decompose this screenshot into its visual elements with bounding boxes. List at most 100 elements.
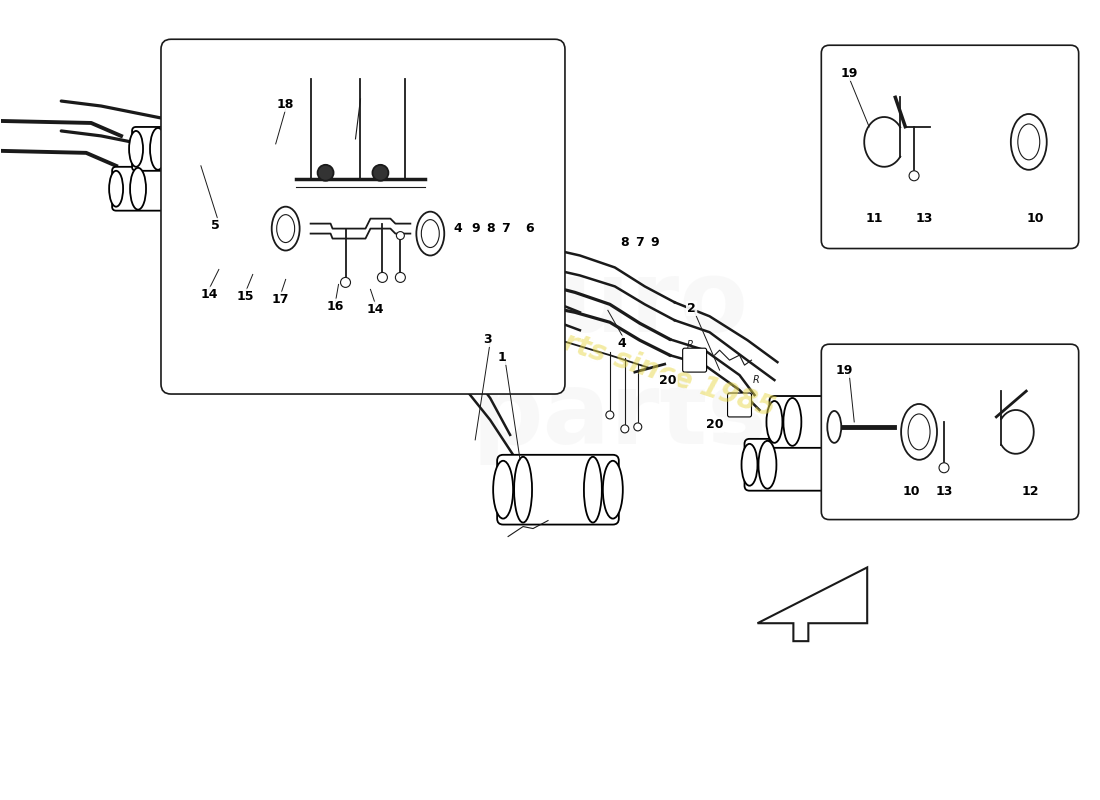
Ellipse shape bbox=[767, 401, 782, 443]
Circle shape bbox=[377, 273, 387, 282]
Ellipse shape bbox=[209, 170, 223, 206]
Text: 1: 1 bbox=[497, 350, 506, 364]
Ellipse shape bbox=[901, 404, 937, 460]
Text: 12: 12 bbox=[1022, 485, 1040, 498]
Circle shape bbox=[909, 170, 920, 181]
Ellipse shape bbox=[847, 398, 866, 446]
Polygon shape bbox=[758, 567, 867, 641]
Text: a passion for parts since 1985: a passion for parts since 1985 bbox=[321, 250, 779, 422]
Text: 13: 13 bbox=[935, 485, 953, 498]
Ellipse shape bbox=[129, 131, 143, 167]
Circle shape bbox=[478, 376, 486, 384]
Text: 18: 18 bbox=[277, 98, 295, 110]
Ellipse shape bbox=[336, 249, 350, 277]
Ellipse shape bbox=[493, 461, 513, 518]
Ellipse shape bbox=[399, 274, 414, 302]
Ellipse shape bbox=[206, 128, 222, 170]
Ellipse shape bbox=[1047, 451, 1059, 478]
Text: 8: 8 bbox=[486, 222, 495, 235]
FancyBboxPatch shape bbox=[822, 46, 1079, 249]
Ellipse shape bbox=[416, 212, 444, 255]
Circle shape bbox=[634, 423, 641, 431]
Ellipse shape bbox=[1011, 114, 1047, 170]
Ellipse shape bbox=[783, 398, 802, 446]
Ellipse shape bbox=[842, 444, 857, 486]
Ellipse shape bbox=[514, 457, 532, 522]
Ellipse shape bbox=[277, 214, 295, 242]
FancyBboxPatch shape bbox=[683, 348, 706, 372]
Text: 8: 8 bbox=[620, 236, 629, 249]
Ellipse shape bbox=[827, 411, 842, 443]
Ellipse shape bbox=[421, 220, 439, 247]
Circle shape bbox=[318, 165, 333, 181]
Text: 10: 10 bbox=[902, 485, 920, 498]
Text: 14: 14 bbox=[200, 288, 218, 301]
Text: 10: 10 bbox=[1027, 212, 1045, 225]
FancyBboxPatch shape bbox=[822, 344, 1079, 519]
Text: euro
parts: euro parts bbox=[472, 255, 768, 465]
Ellipse shape bbox=[186, 168, 202, 210]
Ellipse shape bbox=[272, 206, 299, 250]
Circle shape bbox=[463, 303, 477, 318]
Text: 7: 7 bbox=[636, 236, 645, 249]
Circle shape bbox=[466, 374, 474, 382]
FancyBboxPatch shape bbox=[727, 393, 751, 417]
Text: 3: 3 bbox=[483, 333, 492, 346]
Ellipse shape bbox=[352, 275, 364, 299]
Circle shape bbox=[939, 462, 949, 473]
Ellipse shape bbox=[412, 275, 425, 299]
Ellipse shape bbox=[866, 401, 882, 443]
Text: R: R bbox=[754, 375, 760, 385]
Circle shape bbox=[620, 425, 629, 433]
Ellipse shape bbox=[909, 414, 929, 450]
Text: 17: 17 bbox=[272, 293, 289, 306]
Ellipse shape bbox=[741, 444, 758, 486]
Ellipse shape bbox=[823, 441, 840, 489]
Text: 19: 19 bbox=[836, 364, 852, 377]
Text: 2: 2 bbox=[688, 302, 696, 315]
FancyBboxPatch shape bbox=[745, 439, 855, 490]
Text: 7: 7 bbox=[500, 222, 509, 235]
Text: 20: 20 bbox=[706, 418, 724, 431]
Text: 4: 4 bbox=[454, 222, 463, 235]
Ellipse shape bbox=[1060, 408, 1072, 436]
Text: 9: 9 bbox=[650, 236, 659, 249]
Ellipse shape bbox=[109, 170, 123, 206]
FancyBboxPatch shape bbox=[112, 167, 220, 210]
Text: 15: 15 bbox=[236, 290, 254, 303]
FancyBboxPatch shape bbox=[161, 39, 565, 394]
Ellipse shape bbox=[324, 250, 337, 274]
Text: 6: 6 bbox=[526, 222, 535, 235]
FancyBboxPatch shape bbox=[497, 455, 619, 525]
Ellipse shape bbox=[229, 131, 243, 167]
Text: 14: 14 bbox=[366, 303, 384, 316]
Ellipse shape bbox=[384, 250, 396, 274]
Ellipse shape bbox=[759, 441, 777, 489]
Text: 13: 13 bbox=[915, 212, 933, 225]
FancyBboxPatch shape bbox=[328, 247, 394, 278]
FancyBboxPatch shape bbox=[355, 273, 421, 302]
Ellipse shape bbox=[603, 461, 623, 518]
Text: 9: 9 bbox=[471, 222, 480, 235]
FancyBboxPatch shape bbox=[132, 127, 240, 170]
Text: 16: 16 bbox=[327, 300, 344, 313]
Circle shape bbox=[395, 273, 406, 282]
FancyBboxPatch shape bbox=[769, 396, 879, 448]
Ellipse shape bbox=[372, 249, 385, 277]
Text: 5: 5 bbox=[211, 219, 220, 232]
Ellipse shape bbox=[584, 457, 602, 522]
Circle shape bbox=[459, 363, 466, 371]
Text: 20: 20 bbox=[659, 374, 676, 386]
Ellipse shape bbox=[130, 168, 146, 210]
Text: 11: 11 bbox=[866, 212, 883, 225]
Circle shape bbox=[491, 367, 499, 375]
Text: 4: 4 bbox=[617, 337, 626, 350]
Circle shape bbox=[341, 278, 351, 287]
Circle shape bbox=[373, 165, 388, 181]
Circle shape bbox=[396, 231, 405, 239]
Text: R: R bbox=[686, 340, 693, 350]
Circle shape bbox=[606, 411, 614, 419]
Ellipse shape bbox=[1018, 124, 1040, 160]
Ellipse shape bbox=[363, 274, 377, 302]
Text: 19: 19 bbox=[840, 66, 858, 80]
